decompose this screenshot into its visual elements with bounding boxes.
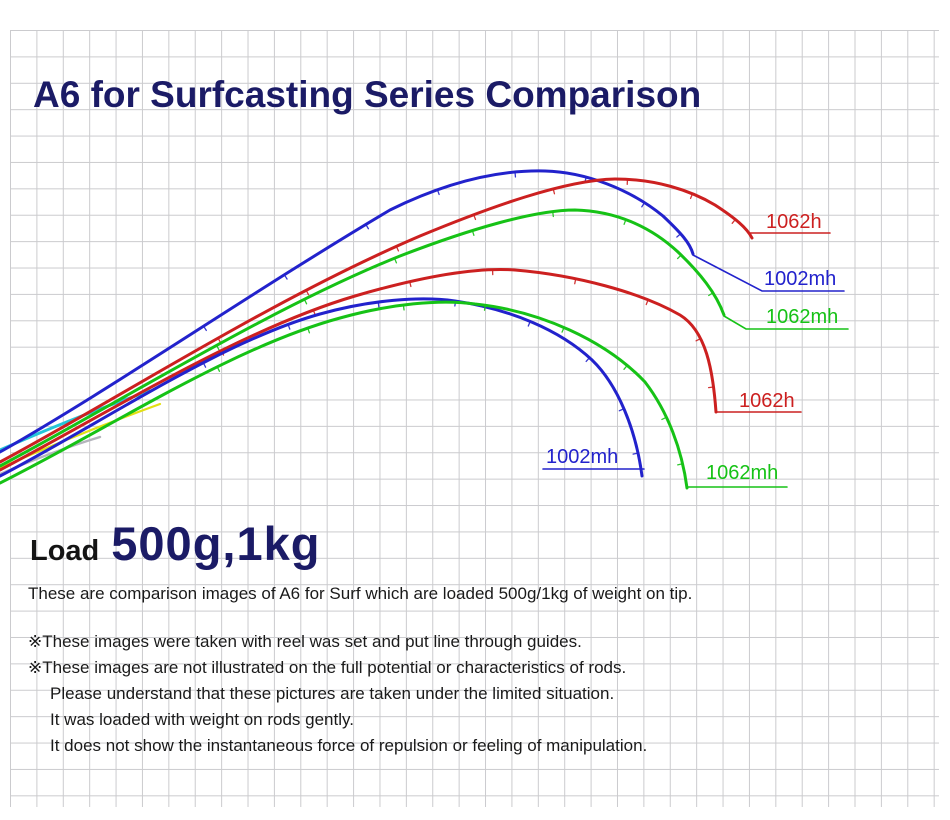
guide-tick — [641, 202, 646, 208]
curve-1002mh-500g — [0, 169, 695, 454]
guide-tick — [202, 325, 207, 332]
grid-background — [10, 30, 939, 807]
rod-label-1002mh-1kg: 1002mh — [546, 446, 619, 468]
guide-tick — [707, 386, 715, 389]
guide-tick — [632, 452, 639, 455]
note-line: It was loaded with weight on rods gently… — [50, 710, 354, 729]
guide-tick — [283, 274, 288, 280]
curve-1062h-500g — [0, 177, 754, 464]
guide-tick — [216, 366, 221, 372]
rod-label-1002mh-500g: 1002mh — [764, 268, 837, 290]
curve-1002mh-1kg — [0, 297, 644, 478]
guide-tick — [645, 299, 649, 306]
guide-tick — [409, 280, 412, 288]
guide-tick — [677, 463, 684, 466]
load-value: 500g,1kg — [111, 517, 321, 570]
guide-tick — [436, 189, 440, 196]
guide-tick — [623, 218, 627, 225]
guide-tick — [471, 229, 475, 236]
guide-tick — [676, 233, 682, 238]
guide-tick — [307, 327, 311, 334]
note-line: ※These images were taken with reel was s… — [28, 632, 582, 651]
rod-label-1062mh-1kg: 1062mh — [706, 462, 779, 484]
guide-tick — [217, 337, 222, 344]
guide-tick — [402, 304, 405, 311]
guide-tick — [552, 210, 554, 218]
guide-tick — [483, 304, 486, 311]
guide-tick — [215, 344, 220, 351]
note-line: ※These images are not illustrated on the… — [28, 658, 627, 677]
curve-1062mh-500g — [0, 208, 726, 468]
guide-tick — [202, 362, 207, 368]
guide-tick — [661, 416, 668, 421]
guide-tick — [377, 301, 380, 308]
guide-tick — [365, 223, 370, 230]
rod-label-1062mh-500g: 1062mh — [766, 306, 839, 328]
note-line: It does not show the instantaneous force… — [50, 736, 648, 755]
label-leader-1062mh-500g — [723, 315, 849, 330]
guide-tick — [305, 289, 310, 296]
curve-1062h-1kg — [0, 268, 718, 472]
guide-tick — [689, 193, 694, 200]
curve-1062mh-1kg — [0, 300, 689, 490]
guide-tick — [585, 357, 591, 363]
page-title: A6 for Surfcasting Series Comparison — [33, 74, 702, 115]
guide-tick — [574, 278, 577, 285]
guide-tick — [623, 364, 628, 370]
guide-tick — [618, 408, 625, 412]
rod-label-1062h-1kg: 1062h — [739, 390, 795, 412]
guide-tick — [473, 214, 477, 221]
load-caption: Load 500g,1kg — [30, 516, 320, 571]
load-label: Load — [30, 535, 100, 567]
guide-tick — [552, 188, 556, 195]
guide-tick — [708, 292, 714, 297]
label-leader-1002mh-500g — [692, 254, 845, 292]
guide-tick — [527, 320, 531, 327]
description-text: These are comparison images of A6 for Su… — [28, 584, 693, 603]
guide-tick — [393, 257, 398, 264]
guide-tick — [395, 245, 400, 252]
guide-tick — [287, 323, 291, 330]
note-line: Please understand that these pictures ar… — [50, 684, 615, 703]
rod-label-1062h-500g: 1062h — [766, 211, 822, 233]
guide-tick — [695, 337, 702, 342]
guide-tick — [561, 326, 565, 333]
guide-tick — [303, 298, 308, 305]
notes-block: ※These images were taken with reel was s… — [28, 629, 647, 759]
guide-tick — [731, 218, 737, 224]
guide-tick — [676, 254, 682, 260]
